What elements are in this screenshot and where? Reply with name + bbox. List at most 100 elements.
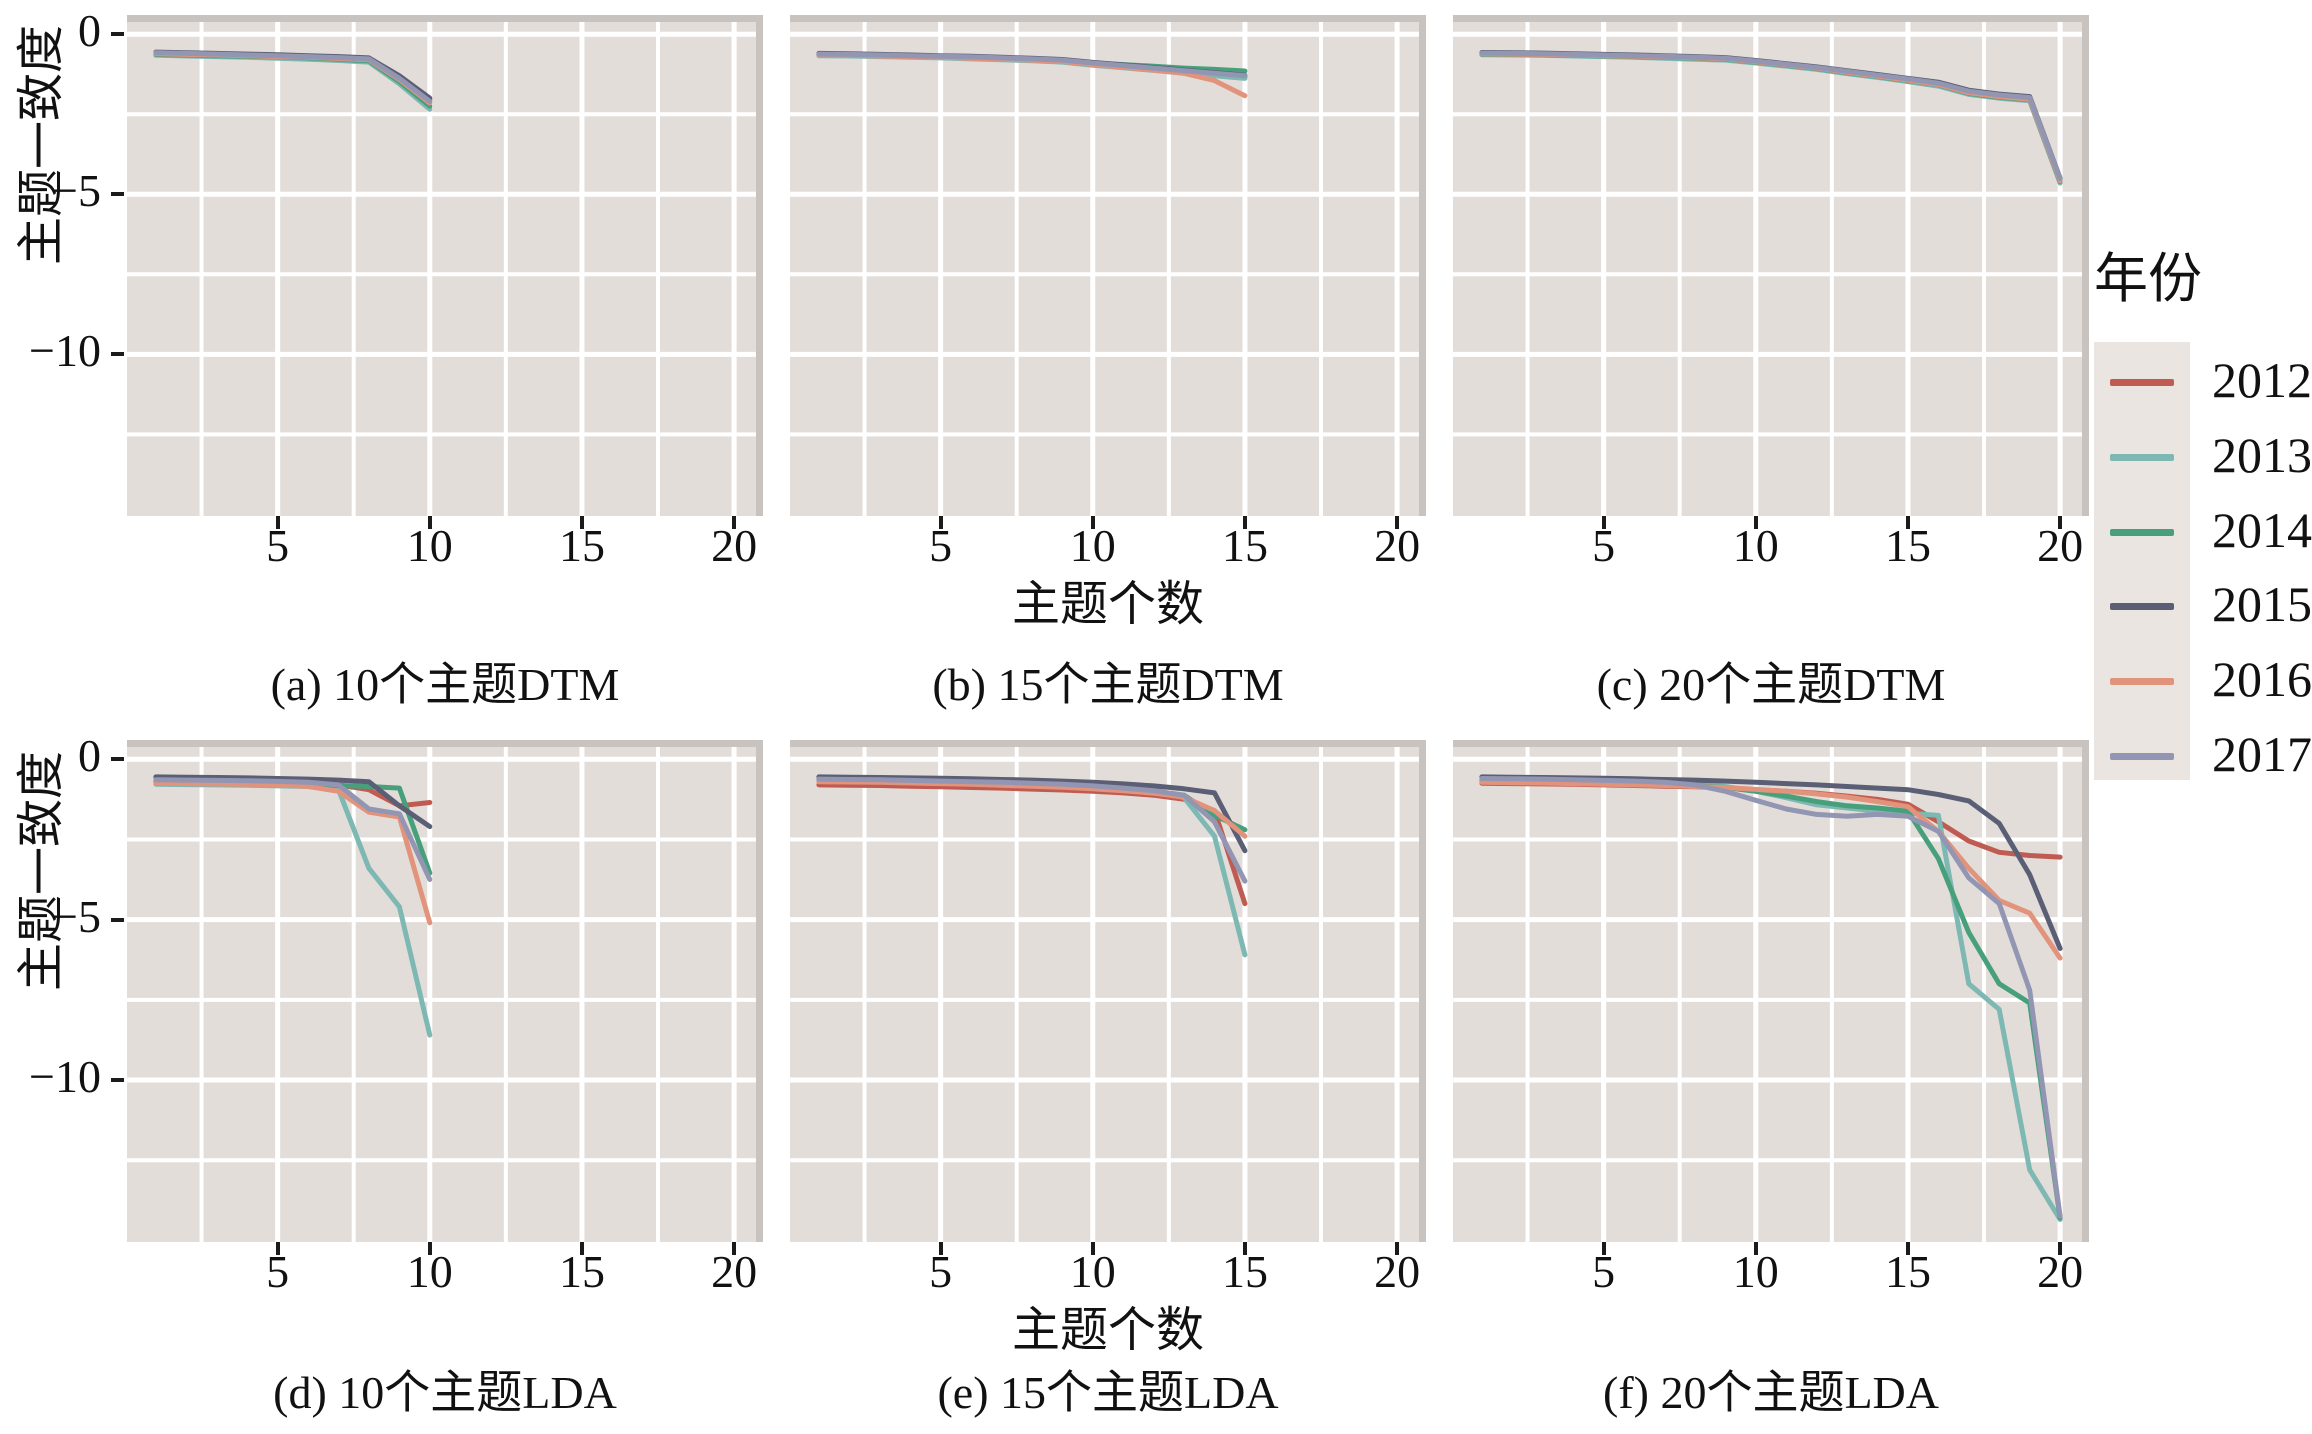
panel-plot-a	[127, 15, 763, 516]
caption-c: (c) 20个主题DTM	[1596, 659, 1946, 710]
x-tick-mark	[427, 1242, 432, 1255]
x-tick-label: 10	[1732, 1246, 1779, 1297]
series-line-2017	[816, 776, 1248, 884]
x-tick-mark	[275, 516, 280, 529]
panel-plot-e	[790, 740, 1426, 1242]
x-tick-mark	[1601, 1242, 1606, 1255]
y-tick-label: −10	[29, 325, 101, 377]
y-tick-label: −5	[52, 890, 101, 942]
legend-key-2016	[2110, 678, 2174, 686]
x-tick-mark	[579, 1242, 584, 1255]
panel-e-lda15	[790, 740, 1426, 1242]
x-tick-mark	[1905, 1242, 1910, 1255]
y-tick-mark	[111, 32, 124, 37]
x-tick-mark	[2058, 1242, 2063, 1255]
x-tick-mark	[938, 516, 943, 529]
x-tick-mark	[1905, 516, 1910, 529]
series-line-2017	[153, 50, 433, 104]
caption-a: (a) 10个主题DTM	[270, 659, 620, 710]
panel-b-dtm15	[790, 15, 1426, 516]
x-tick-label: 5	[266, 520, 290, 571]
legend-label-2016: 2016	[2212, 651, 2312, 708]
x-axis-label-row2: 主题个数	[1011, 1304, 1204, 1357]
x-tick-label: 15	[558, 520, 605, 571]
x-tick-label: 20	[2037, 1246, 2084, 1297]
x-tick-mark	[427, 516, 432, 529]
x-tick-label: 20	[2037, 520, 2084, 571]
x-tick-label: 10	[1732, 520, 1779, 571]
x-tick-mark	[1395, 516, 1400, 529]
series-line-2017	[153, 777, 433, 882]
x-tick-mark	[579, 516, 584, 529]
caption-b: (b) 15个主题DTM	[932, 659, 1284, 710]
x-tick-label: 20	[1374, 520, 1421, 571]
legend-title: 年份	[2094, 249, 2202, 309]
x-tick-label: 15	[1884, 520, 1931, 571]
x-tick-label: 5	[929, 1246, 953, 1297]
y-tick-mark	[111, 757, 124, 762]
y-tick-label: 0	[78, 5, 101, 57]
x-tick-label: 5	[266, 1246, 290, 1297]
series-line-2017	[1479, 776, 2063, 1219]
legend-key-2012	[2110, 379, 2174, 386]
y-tick-mark	[111, 917, 124, 922]
x-tick-label: 20	[711, 1246, 758, 1297]
x-axis-label-row1: 主题个数	[1011, 578, 1204, 631]
x-tick-mark	[1753, 1242, 1758, 1255]
x-tick-label: 5	[1592, 1246, 1616, 1297]
series-line-2016	[1479, 779, 2063, 961]
x-tick-mark	[1753, 516, 1758, 529]
x-tick-label: 15	[1221, 1246, 1268, 1297]
legend-key-2013	[2110, 453, 2174, 461]
x-tick-label: 20	[1374, 1246, 1421, 1297]
series-line-2016	[153, 780, 433, 926]
series-line-2017	[1479, 50, 2063, 182]
legend-label-2015: 2015	[2212, 576, 2312, 633]
x-tick-label: 10	[406, 1246, 453, 1297]
x-tick-mark	[1395, 1242, 1400, 1255]
panel-f-lda20	[1453, 740, 2089, 1242]
panel-d-lda10	[127, 740, 763, 1242]
y-tick-label: −5	[52, 165, 101, 217]
x-tick-label: 15	[1221, 520, 1268, 571]
legend-key-background	[2094, 342, 2190, 780]
legend-key-2017	[2110, 753, 2174, 760]
caption-d: (d) 10个主题LDA	[273, 1367, 617, 1418]
x-tick-label: 5	[1592, 520, 1616, 571]
panel-c-dtm20	[1453, 15, 2089, 516]
legend-label-2012: 2012	[2212, 352, 2312, 408]
y-tick-mark	[111, 1078, 124, 1082]
legend-label-2014: 2014	[2212, 501, 2312, 558]
series-line-2015	[153, 774, 433, 830]
x-tick-mark	[1090, 516, 1095, 529]
y-tick-label: −10	[29, 1051, 101, 1102]
panel-plot-c	[1453, 15, 2089, 516]
y-tick-label: 0	[78, 730, 101, 782]
x-tick-label: 10	[406, 520, 453, 571]
panel-plot-d	[127, 740, 763, 1242]
x-tick-label: 10	[1069, 520, 1116, 571]
legend-key-2014	[2110, 528, 2174, 536]
panel-a-dtm10	[127, 15, 763, 516]
x-tick-mark	[732, 516, 737, 529]
y-tick-mark	[111, 352, 124, 357]
panel-plot-f	[1453, 740, 2089, 1242]
x-tick-label: 15	[558, 1246, 605, 1297]
x-tick-mark	[275, 1242, 280, 1255]
legend-label-2017: 2017	[2212, 726, 2312, 782]
x-tick-label: 20	[711, 520, 758, 571]
legend-label-2013: 2013	[2212, 426, 2312, 483]
x-tick-mark	[1090, 1242, 1095, 1255]
series-line-2017	[816, 51, 1248, 79]
x-tick-label: 5	[929, 520, 953, 571]
caption-f: (f) 20个主题LDA	[1603, 1367, 1939, 1418]
panel-plot-b	[790, 15, 1426, 516]
x-tick-mark	[1601, 516, 1606, 529]
legend-key-2015	[2110, 603, 2174, 611]
x-tick-mark	[2058, 516, 2063, 529]
x-tick-mark	[1242, 1242, 1247, 1255]
x-tick-label: 15	[1884, 1246, 1931, 1297]
x-tick-mark	[938, 1242, 943, 1255]
x-tick-mark	[1242, 516, 1247, 529]
